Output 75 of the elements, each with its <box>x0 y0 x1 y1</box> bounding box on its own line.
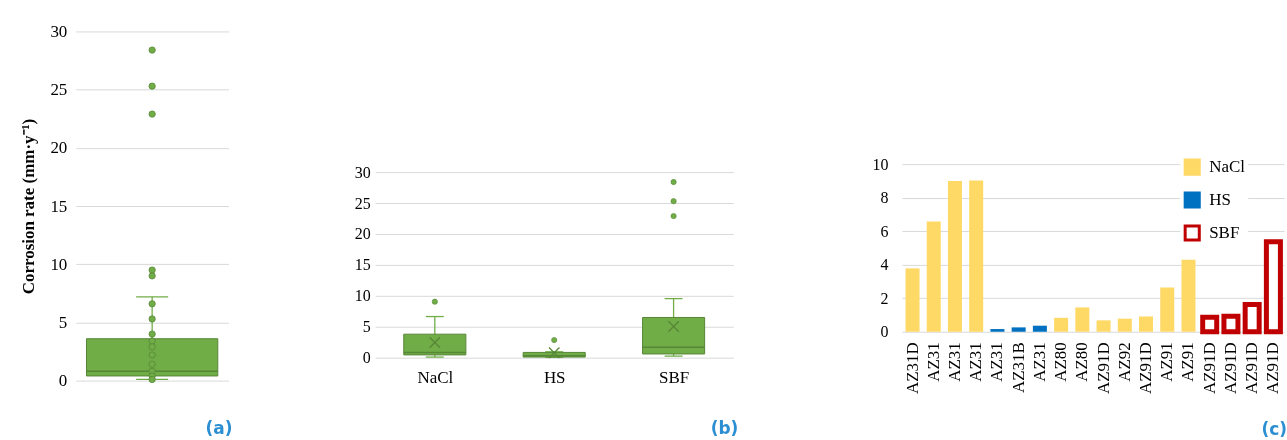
y-tick-label: 25 <box>354 194 371 212</box>
bar <box>947 181 962 332</box>
bar <box>1011 327 1026 332</box>
y-tick-label: 10 <box>354 287 371 305</box>
x-tick-label: AZ80 <box>1051 342 1071 382</box>
y-tick-label: 15 <box>50 196 68 216</box>
point <box>148 343 156 351</box>
y-tick-label: 0 <box>58 371 68 391</box>
y-tick-label: 5 <box>362 318 371 336</box>
point <box>148 266 156 274</box>
x-tick-label: AZ80 <box>1072 342 1092 382</box>
y-tick-label: 30 <box>50 21 68 41</box>
point <box>148 351 156 359</box>
legend-label: SBF <box>1209 222 1240 242</box>
bar <box>1075 307 1090 332</box>
legend-label: HS <box>1209 190 1231 210</box>
y-tick-label: 20 <box>50 138 68 158</box>
bar <box>1160 287 1175 332</box>
y-tick-label: 4 <box>880 256 889 274</box>
y-tick-label: 2 <box>880 289 889 307</box>
y-axis-title: Corrosion rate (mm·y⁻¹) <box>19 118 39 295</box>
y-tick-label: 30 <box>354 163 371 181</box>
bar <box>1032 325 1047 332</box>
x-tick-label: AZ91D <box>1093 342 1113 395</box>
x-tick-label: AZ31D <box>902 342 922 395</box>
point <box>148 375 156 384</box>
point <box>148 360 156 368</box>
x-tick-label: HS <box>543 368 566 388</box>
x-tick-label: AZ31B <box>1008 342 1028 394</box>
x-tick-label: AZ92 <box>1114 342 1134 382</box>
y-tick-label: 10 <box>872 155 889 173</box>
x-tick-label: AZ31 <box>1029 342 1049 382</box>
bar <box>1096 320 1111 332</box>
legend-label: NaCl <box>1209 157 1246 177</box>
x-tick-label: AZ91D <box>1136 342 1156 395</box>
x-tick-label: AZ91 <box>1157 342 1177 382</box>
y-tick-label: 10 <box>50 254 68 274</box>
y-tick-label: 5 <box>58 312 68 332</box>
y-tick-label: 8 <box>880 189 889 207</box>
x-tick-label: SBF <box>659 368 690 388</box>
bar <box>1181 259 1196 332</box>
point <box>148 337 156 345</box>
point <box>148 272 156 280</box>
bar <box>905 268 920 332</box>
point <box>148 315 156 323</box>
x-tick-label: AZ31 <box>966 342 986 382</box>
point <box>148 82 156 90</box>
x-tick-label: AZ91 <box>1178 342 1198 382</box>
x-tick-label: AZ31 <box>944 342 964 382</box>
point <box>148 330 156 338</box>
x-tick-label: AZ91D <box>1199 342 1219 395</box>
x-tick-label: AZ91D <box>1263 342 1283 395</box>
y-tick-label: 0 <box>880 323 889 341</box>
x-tick-label: AZ31 <box>923 342 943 382</box>
y-tick-label: 6 <box>880 222 889 240</box>
bar <box>1117 318 1132 332</box>
point <box>148 300 156 308</box>
bar <box>990 329 1005 332</box>
text: (c) <box>1261 419 1287 440</box>
x-tick-label: NaCl <box>417 368 454 388</box>
y-tick-label: 15 <box>354 256 371 274</box>
point <box>148 46 156 54</box>
x-tick-label: AZ31 <box>987 342 1007 382</box>
bar <box>1139 316 1154 332</box>
y-tick-label: 25 <box>50 80 68 100</box>
y-tick-label: 0 <box>362 349 371 367</box>
text: (b) <box>710 417 739 438</box>
y-tick-label: 20 <box>354 225 371 243</box>
bar <box>1054 317 1069 332</box>
bar <box>926 221 941 332</box>
bar <box>969 180 984 332</box>
text: (a) <box>205 418 233 439</box>
x-tick-label: AZ91D <box>1220 342 1240 395</box>
x-tick-label: AZ91D <box>1242 342 1262 395</box>
point <box>148 110 156 118</box>
